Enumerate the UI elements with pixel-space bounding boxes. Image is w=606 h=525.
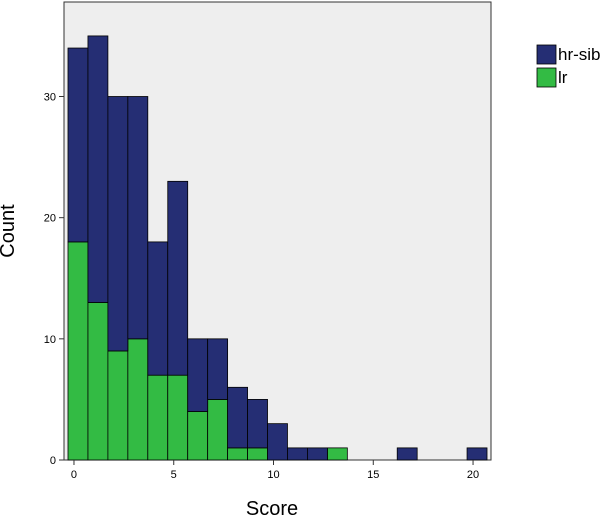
y-axis: 0 10 20 30 [44,92,64,467]
bar-hr-sib-10 [267,423,288,461]
bar-hr-sib-9 [247,399,268,449]
bar-hr-sib-4 [147,241,169,376]
bar-hr-sib-15 [466,447,488,461]
legend: hr-sib lr [536,44,601,88]
bar-hr-sib-7 [207,338,229,400]
bar-hr-sib-14 [396,447,418,461]
y-tick-label: 10 [44,334,56,346]
bar-lr-7 [207,399,229,461]
bar-hr-sib-3 [127,96,149,340]
y-tick-label: 0 [50,455,56,467]
y-tick-label: 20 [44,213,56,225]
x-tick-label: 10 [267,469,279,481]
x-axis: 0 5 10 15 20 [71,460,479,481]
x-tick-label: 20 [467,469,479,481]
bar-lr-8 [227,447,248,461]
bar-lr-2 [107,350,129,461]
bar-lr-13 [326,447,348,461]
bar-hr-sib-5 [167,180,189,376]
bar-lr-1 [87,302,109,461]
bar-lr-4 [147,374,169,461]
legend-swatch-lr [536,67,557,88]
bar-hr-sib-2 [107,96,129,352]
legend-label-lr: lr [558,68,568,87]
x-tick-label: 15 [367,469,379,481]
bar-hr-sib-0 [67,47,89,243]
bar-lr-9 [247,447,268,461]
bar-lr-6 [187,411,209,461]
x-tick-label: 0 [71,469,77,481]
y-tick-label: 30 [44,92,56,104]
bar-hr-sib-1 [87,35,109,303]
legend-swatch-hr-sib [536,44,557,65]
bar-hr-sib-8 [227,386,248,449]
x-axis-title: Score [246,498,298,520]
bar-lr-0 [67,241,89,461]
bar-hr-sib-6 [187,338,209,412]
bar-hr-sib-11 [287,447,308,461]
legend-label-hr-sib: hr-sib [558,45,601,64]
bar-lr-3 [127,338,149,461]
bars-group [67,35,488,461]
y-axis-title: Count [0,204,19,258]
bar-lr-5 [167,374,189,461]
bar-hr-sib-12 [307,447,328,461]
x-tick-label: 5 [171,469,177,481]
